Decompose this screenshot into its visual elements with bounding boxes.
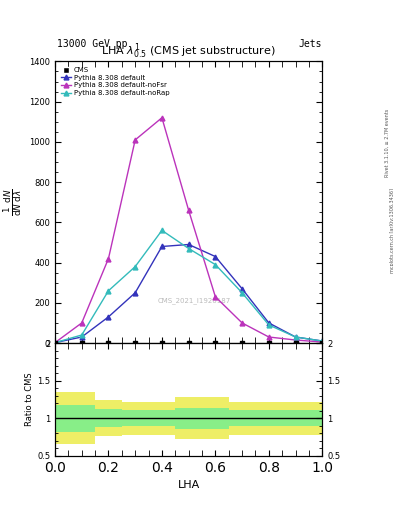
Y-axis label: Ratio to CMS: Ratio to CMS [25, 373, 34, 426]
X-axis label: LHA: LHA [178, 480, 200, 490]
Text: 13000 GeV pp: 13000 GeV pp [57, 38, 127, 49]
Title: LHA $\lambda^{1}_{0.5}$ (CMS jet substructure): LHA $\lambda^{1}_{0.5}$ (CMS jet substru… [101, 42, 276, 61]
Text: Jets: Jets [299, 38, 322, 49]
Text: CMS_2021_I1920187: CMS_2021_I1920187 [157, 297, 231, 304]
Legend: CMS, Pythia 8.308 default, Pythia 8.308 default-noFsr, Pythia 8.308 default-noRa: CMS, Pythia 8.308 default, Pythia 8.308 … [59, 65, 171, 98]
Text: Rivet 3.1.10, ≥ 2.7M events: Rivet 3.1.10, ≥ 2.7M events [385, 109, 389, 178]
Y-axis label: $\frac{1}{\mathrm{d}N}\frac{\mathrm{d}N}{\mathrm{d}\lambda}$: $\frac{1}{\mathrm{d}N}\frac{\mathrm{d}N}… [2, 188, 24, 216]
Text: mcplots.cern.ch [arXiv:1306.3436]: mcplots.cern.ch [arXiv:1306.3436] [390, 188, 393, 273]
